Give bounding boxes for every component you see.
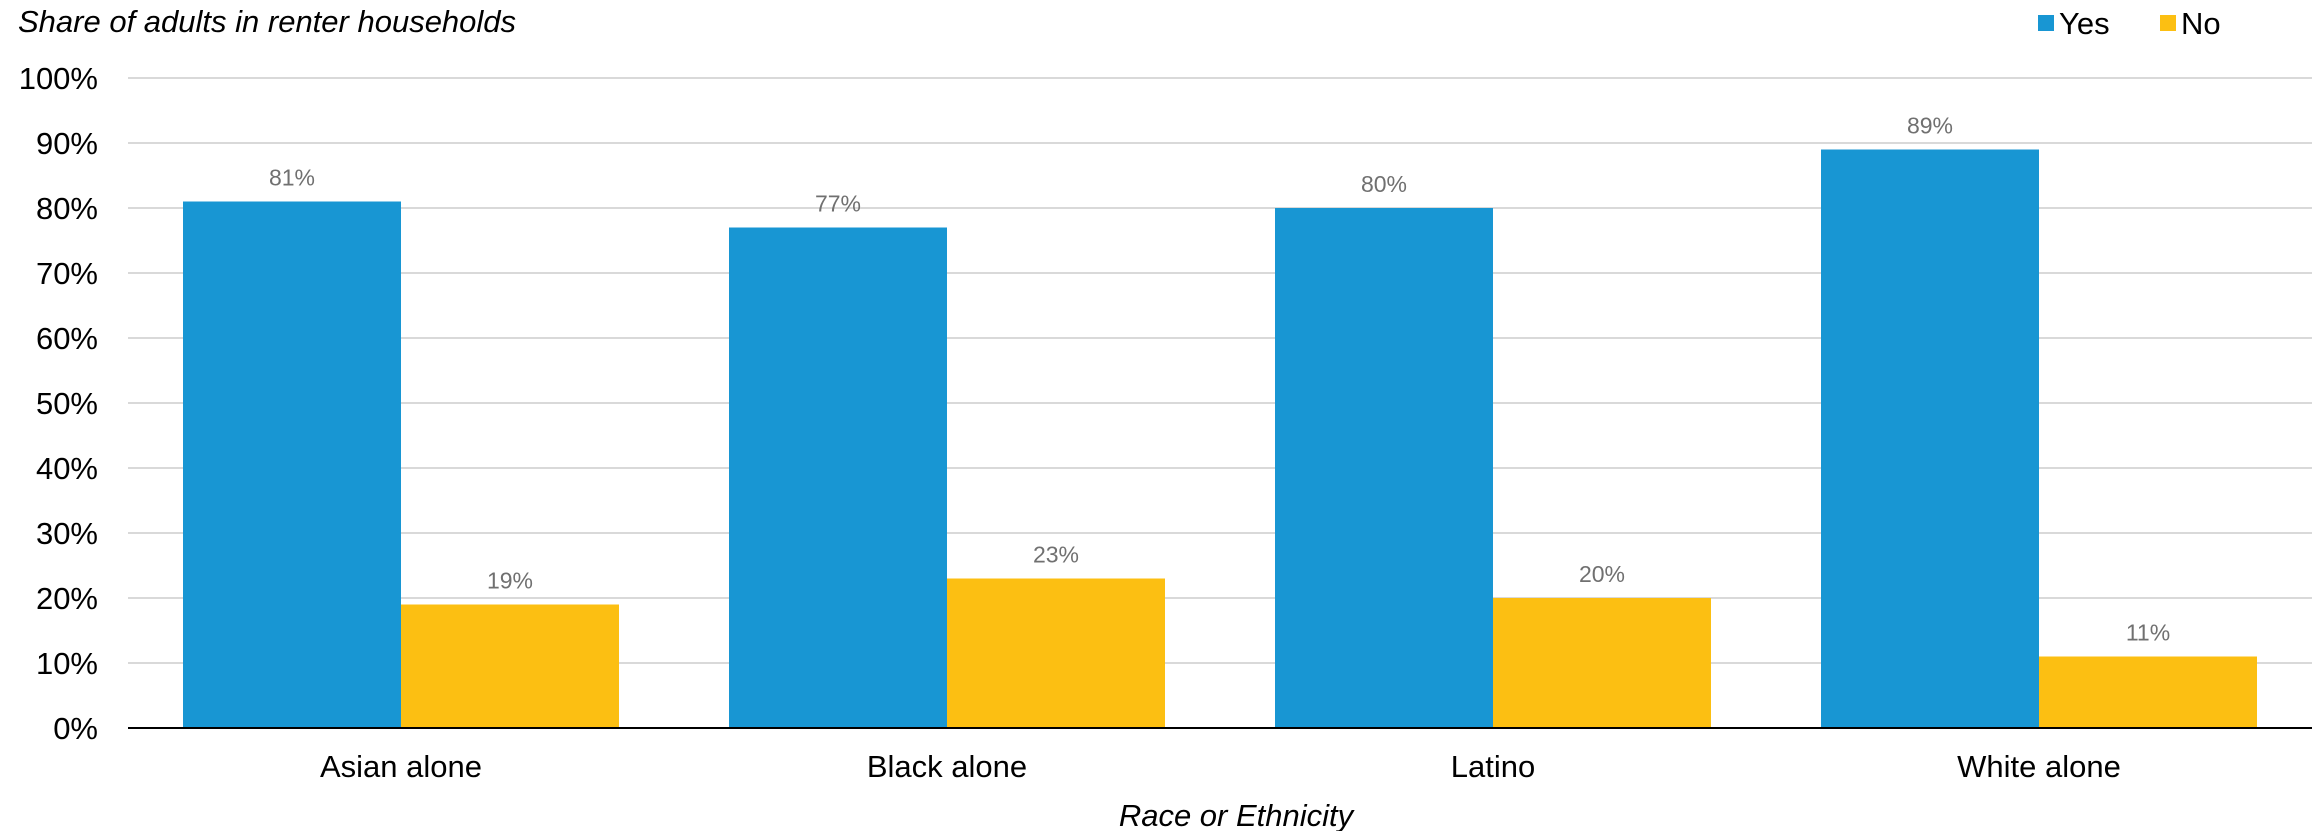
data-label: 81%	[269, 165, 315, 191]
data-label: 77%	[815, 191, 861, 217]
data-label: 19%	[487, 568, 533, 594]
y-axis-ticks: 0% 10% 20% 30% 40% 50% 60% 70% 80% 90% 100%	[19, 61, 98, 746]
bar-no-2	[1493, 598, 1711, 728]
y-tick-label: 50%	[36, 386, 98, 421]
bar-yes-1	[729, 227, 947, 728]
y-tick-label: 60%	[36, 321, 98, 356]
bar-yes-2	[1275, 208, 1493, 728]
legend-swatch-yes	[2038, 15, 2054, 31]
legend: Yes No	[2038, 6, 2221, 41]
x-category-label: Asian alone	[320, 749, 482, 784]
y-tick-label: 20%	[36, 581, 98, 616]
legend-label-yes: Yes	[2059, 6, 2110, 41]
y-tick-label: 10%	[36, 646, 98, 681]
y-tick-label: 0%	[53, 711, 98, 746]
data-label: 20%	[1579, 561, 1625, 587]
data-label: 89%	[1907, 113, 1953, 139]
y-tick-label: 40%	[36, 451, 98, 486]
data-labels: 81% 19% 77% 23% 80% 20% 89% 11%	[269, 113, 2170, 646]
x-category-label: Black alone	[867, 749, 1027, 784]
bar-yes-0	[183, 201, 401, 728]
bar-yes-3	[1821, 149, 2039, 728]
data-label: 11%	[2126, 620, 2170, 646]
y-tick-label: 90%	[36, 126, 98, 161]
y-tick-label: 70%	[36, 256, 98, 291]
data-label: 80%	[1361, 171, 1407, 197]
x-category-label: Latino	[1451, 749, 1535, 784]
y-tick-label: 30%	[36, 516, 98, 551]
y-tick-label: 100%	[19, 61, 98, 96]
x-category-label: White alone	[1957, 749, 2121, 784]
bar-no-1	[947, 578, 1165, 728]
bars	[183, 149, 2257, 728]
x-axis-category-labels: Asian alone Black alone Latino White alone	[320, 749, 2121, 784]
bar-no-3	[2039, 656, 2257, 728]
x-axis-title: Race or Ethnicity	[1119, 798, 1356, 831]
bar-no-0	[401, 604, 619, 728]
gridlines	[128, 77, 2312, 664]
y-tick-label: 80%	[36, 191, 98, 226]
legend-swatch-no	[2160, 15, 2176, 31]
data-label: 23%	[1033, 542, 1079, 568]
y-axis-title: Share of adults in renter households	[18, 4, 516, 39]
legend-label-no: No	[2181, 6, 2221, 41]
